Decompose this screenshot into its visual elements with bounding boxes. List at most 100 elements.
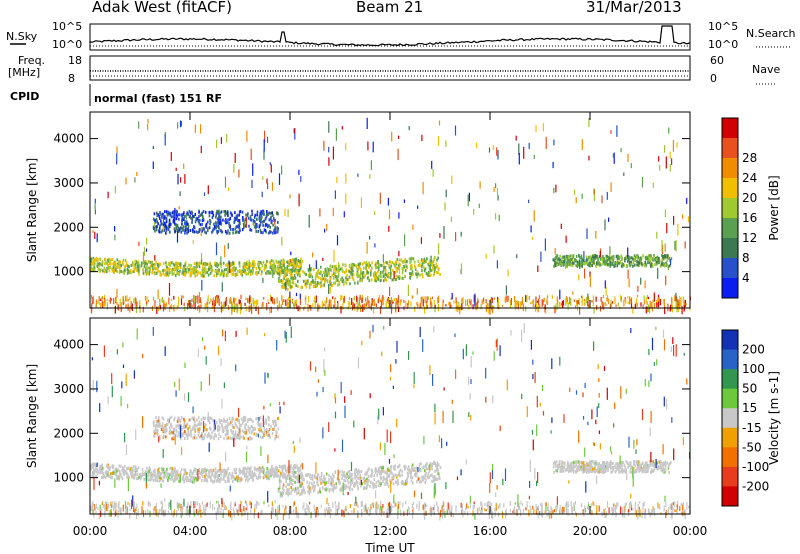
echo-cell xyxy=(234,231,237,235)
ground-scatter-cell xyxy=(207,295,209,301)
echo-cell xyxy=(348,269,350,273)
echo-cell xyxy=(238,476,241,480)
echo-cell xyxy=(346,278,349,281)
echo-cell xyxy=(366,480,368,484)
echo-cell xyxy=(147,470,149,474)
echo-cell xyxy=(265,472,267,475)
echo-cell xyxy=(97,263,100,267)
echo-cell xyxy=(182,267,185,270)
echo-cell xyxy=(165,210,168,214)
noise-cell xyxy=(468,192,470,202)
echo-cell xyxy=(282,285,284,289)
echo-cell xyxy=(204,477,206,481)
echo-cell xyxy=(424,480,426,484)
ground-scatter-cell xyxy=(525,306,527,312)
echo-cell xyxy=(131,470,134,474)
echo-cell xyxy=(272,231,274,235)
echo-cell xyxy=(421,259,424,263)
echo-cell xyxy=(328,272,330,276)
echo-cell xyxy=(220,419,222,423)
echo-cell xyxy=(273,262,276,266)
echo-cell xyxy=(95,258,98,262)
echo-cell xyxy=(144,260,147,264)
echo-cell xyxy=(563,255,566,259)
noise-cell xyxy=(168,283,171,296)
ground-scatter-cell xyxy=(566,297,568,302)
echo-cell xyxy=(165,435,167,439)
echo-cell xyxy=(193,226,196,230)
echo-cell xyxy=(288,259,290,263)
echo-cell xyxy=(228,417,231,420)
echo-cell xyxy=(92,256,95,260)
echo-cell xyxy=(621,257,623,261)
echo-cell xyxy=(274,218,276,222)
ground-scatter-cell xyxy=(561,302,563,306)
echo-cell xyxy=(288,473,290,477)
ground-scatter-cell xyxy=(312,303,314,307)
echo-cell xyxy=(421,272,423,276)
ground-scatter-cell xyxy=(605,303,607,307)
echo-cell xyxy=(192,480,195,484)
ground-scatter-cell xyxy=(183,302,185,306)
ground-scatter-cell xyxy=(497,299,500,307)
echo-cell xyxy=(371,469,373,473)
echo-cell xyxy=(214,422,217,426)
echo-cell xyxy=(296,268,298,272)
echo-cell xyxy=(657,261,659,265)
echo-cell xyxy=(281,280,283,284)
ground-scatter-cell xyxy=(535,296,537,303)
ground-scatter-cell xyxy=(547,300,549,305)
echo-cell xyxy=(118,263,120,267)
ground-scatter-cell xyxy=(313,296,316,300)
echo-cell xyxy=(353,263,355,267)
echo-cell xyxy=(184,231,186,235)
noise-cell xyxy=(233,163,235,173)
echo-cell xyxy=(101,260,104,264)
echo-cell xyxy=(194,270,196,274)
echo-cell xyxy=(292,470,295,474)
ground-scatter-cell xyxy=(449,301,451,309)
echo-cell xyxy=(238,210,241,214)
noise-cell xyxy=(535,125,537,133)
ground-scatter-cell xyxy=(115,298,117,302)
echo-cell xyxy=(196,424,198,428)
echo-cell xyxy=(366,264,368,267)
echo-cell xyxy=(243,430,245,434)
echo-cell xyxy=(166,475,168,479)
echo-cell xyxy=(370,480,372,484)
ground-scatter-cell xyxy=(636,303,639,307)
ground-scatter-cell xyxy=(98,302,101,305)
echo-cell xyxy=(341,280,344,284)
echo-cell xyxy=(194,274,197,278)
ground-scatter-cell xyxy=(414,306,416,312)
echo-cell xyxy=(379,279,382,283)
echo-cell xyxy=(262,468,264,472)
echo-cell xyxy=(230,420,233,423)
echo-cell xyxy=(193,433,196,437)
ground-scatter-cell xyxy=(235,297,237,301)
ground-scatter-cell xyxy=(191,298,193,303)
echo-cell xyxy=(580,254,583,258)
echo-cell xyxy=(302,488,305,492)
echo-cell xyxy=(238,467,241,471)
echo-cell xyxy=(433,267,436,271)
ground-scatter-cell xyxy=(122,295,124,303)
noise-cell xyxy=(336,235,339,246)
echo-cell xyxy=(647,261,649,265)
ground-scatter-cell xyxy=(679,300,681,306)
echo-cell xyxy=(195,436,198,440)
echo-cell xyxy=(644,260,647,264)
noise-cell xyxy=(416,288,418,295)
echo-cell xyxy=(164,210,166,214)
echo-cell xyxy=(436,264,439,268)
echo-cell xyxy=(238,226,241,230)
echo-cell xyxy=(396,465,399,469)
echo-cell xyxy=(335,267,338,271)
echo-cell xyxy=(299,466,302,470)
ground-scatter-cell xyxy=(468,298,470,304)
echo-cell xyxy=(93,261,96,265)
echo-cell xyxy=(187,224,190,228)
echo-cell xyxy=(184,431,186,435)
echo-cell xyxy=(282,261,285,265)
echo-cell xyxy=(256,213,258,217)
